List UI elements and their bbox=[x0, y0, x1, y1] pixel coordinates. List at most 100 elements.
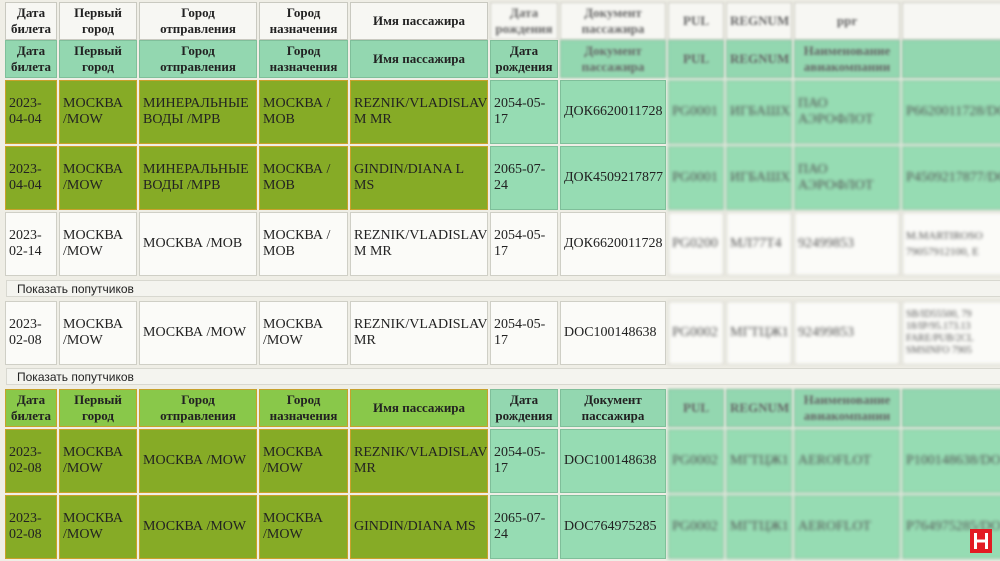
col-header-passenger-name[interactable]: Имя пассажира bbox=[350, 40, 488, 78]
cell-destination-city: МОСКВА /MOW bbox=[259, 301, 348, 365]
tickets-table-3: Дата билета Первый город Город отправлен… bbox=[3, 387, 1000, 561]
cell-destination-city: МОСКВА /MOW bbox=[259, 429, 348, 493]
cell-regnum: МГТЦЖ1 bbox=[726, 429, 792, 493]
col-header-destination-city[interactable]: Город назначения bbox=[259, 2, 348, 40]
table-row[interactable]: 2023-04-04 МОСКВА /MOW МИНЕРАЛЬНЫЕ ВОДЫ … bbox=[5, 146, 1000, 210]
cell-ticket-date: 2023-04-04 bbox=[5, 146, 57, 210]
cell-document: DOC100148638 bbox=[560, 429, 666, 493]
col-header-document[interactable]: Документ пассажира bbox=[560, 2, 666, 40]
cell-destination-city: МОСКВА / МОВ bbox=[259, 212, 348, 276]
cell-airline: AEROFLOT bbox=[794, 429, 900, 493]
col-header-document[interactable]: Документ пассажира bbox=[560, 40, 666, 78]
cell-first-city: МОСКВА /MOW bbox=[59, 429, 137, 493]
col-header-destination-city[interactable]: Город назначения bbox=[259, 389, 348, 427]
cell-ticket-date: 2023-02-08 bbox=[5, 301, 57, 365]
cell-departure-city: МОСКВА /МОВ bbox=[139, 212, 257, 276]
cell-regnum: ИГБАШХ bbox=[726, 146, 792, 210]
col-header-departure-city[interactable]: Город отправления bbox=[139, 389, 257, 427]
col-header-departure-city[interactable]: Город отправления bbox=[139, 40, 257, 78]
col-header-ppr[interactable]: ppr bbox=[794, 2, 900, 40]
cell-first-city: МОСКВА /MOW bbox=[59, 212, 137, 276]
cell-regnum: МЛ77Т4 bbox=[726, 212, 792, 276]
cell-birth-date: 2065-07-24 bbox=[490, 146, 558, 210]
cell-ticket-date: 2023-02-14 bbox=[5, 212, 57, 276]
col-header-first-city[interactable]: Первый город bbox=[59, 389, 137, 427]
show-companions-link[interactable]: Показать попутчиков bbox=[6, 280, 1000, 297]
col-header-pul[interactable]: PUL bbox=[668, 389, 724, 427]
col-header-extra[interactable] bbox=[902, 2, 1000, 40]
col-header-regnum[interactable]: REGNUM bbox=[726, 40, 792, 78]
cell-birth-date: 2054-05-17 bbox=[490, 301, 558, 365]
cell-passenger-name: REZNIK/VLADISLAV MR bbox=[350, 301, 488, 365]
cell-document: ДОК4509217877 bbox=[560, 146, 666, 210]
header-table-top: Дата билета Первый город Город отправлен… bbox=[3, 0, 1000, 42]
cell-airline: ПАО АЭРОФЛОТ bbox=[794, 146, 900, 210]
cell-pul: PG0002 bbox=[668, 301, 724, 365]
cell-departure-city: МОСКВА /MOW bbox=[139, 429, 257, 493]
cell-departure-city: МИНЕРАЛЬНЫЕ ВОДЫ /MPB bbox=[139, 80, 257, 144]
col-header-ticket-date[interactable]: Дата билета bbox=[5, 2, 57, 40]
cell-extra: Р4509217877/DO bbox=[902, 146, 1000, 210]
cell-document: DOC764975285 bbox=[560, 495, 666, 559]
col-header-regnum[interactable]: REGNUM bbox=[726, 389, 792, 427]
tickets-table-1: Дата билета Первый город Город отправлен… bbox=[3, 38, 1000, 278]
table-row[interactable]: 2023-02-08 МОСКВА /MOW МОСКВА /MOW МОСКВ… bbox=[5, 495, 1000, 559]
channel-logo-icon bbox=[970, 529, 992, 553]
cell-destination-city: МОСКВА / МОВ bbox=[259, 146, 348, 210]
cell-airline: ПАО АЭРОФЛОТ bbox=[794, 80, 900, 144]
cell-first-city: МОСКВА /MOW bbox=[59, 495, 137, 559]
table-row[interactable]: 2023-02-14 МОСКВА /MOW МОСКВА /МОВ МОСКВ… bbox=[5, 212, 1000, 276]
cell-document: ДОК6620011728 bbox=[560, 80, 666, 144]
col-header-passenger-name[interactable]: Имя пассажира bbox=[350, 389, 488, 427]
col-header-pul[interactable]: PUL bbox=[668, 2, 724, 40]
cell-pul: PG0200 bbox=[668, 212, 724, 276]
col-header-departure-city[interactable]: Город отправления bbox=[139, 2, 257, 40]
col-header-birth-date[interactable]: Дата рождения bbox=[490, 40, 558, 78]
cell-document: DOC100148638 bbox=[560, 301, 666, 365]
table-row[interactable]: 2023-02-08 МОСКВА /MOW МОСКВА /MOW МОСКВ… bbox=[5, 301, 1000, 365]
col-header-airline[interactable]: Наименование авиакомпании bbox=[794, 40, 900, 78]
col-header-ticket-date[interactable]: Дата билета bbox=[5, 40, 57, 78]
cell-departure-city: МОСКВА /MOW bbox=[139, 495, 257, 559]
col-header-pul[interactable]: PUL bbox=[668, 40, 724, 78]
col-header-birth-date[interactable]: Дата рождения bbox=[490, 2, 558, 40]
cell-document: ДОК6620011728 bbox=[560, 212, 666, 276]
cell-destination-city: МОСКВА /MOW bbox=[259, 495, 348, 559]
cell-passenger-name: REZNIK/VLADISLAV M MR bbox=[350, 80, 488, 144]
cell-extra: SB/ID55500, 79 18/IP/95.173.13 FARE/PUB/… bbox=[902, 301, 1000, 365]
col-header-first-city[interactable]: Первый город bbox=[59, 40, 137, 78]
cell-regnum: МГТЦЖ1 bbox=[726, 301, 792, 365]
col-header-ticket-date[interactable]: Дата билета bbox=[5, 389, 57, 427]
cell-first-city: МОСКВА /MOW bbox=[59, 146, 137, 210]
col-header-extra[interactable] bbox=[902, 40, 1000, 78]
col-header-destination-city[interactable]: Город назначения bbox=[259, 40, 348, 78]
col-header-first-city[interactable]: Первый город bbox=[59, 2, 137, 40]
cell-ticket-date: 2023-04-04 bbox=[5, 80, 57, 144]
cell-ticket-date: 2023-02-08 bbox=[5, 429, 57, 493]
col-header-birth-date[interactable]: Дата рождения bbox=[490, 389, 558, 427]
cell-departure-city: МОСКВА /MOW bbox=[139, 301, 257, 365]
table-row[interactable]: 2023-04-04 МОСКВА /MOW МИНЕРАЛЬНЫЕ ВОДЫ … bbox=[5, 80, 1000, 144]
col-header-regnum[interactable]: REGNUM bbox=[726, 2, 792, 40]
cell-departure-city: МИНЕРАЛЬНЫЕ ВОДЫ /MPB bbox=[139, 146, 257, 210]
table-row[interactable]: 2023-02-08 МОСКВА /MOW МОСКВА /MOW МОСКВ… bbox=[5, 429, 1000, 493]
col-header-airline[interactable]: Наименование авиакомпании bbox=[794, 389, 900, 427]
tickets-table-2: 2023-02-08 МОСКВА /MOW МОСКВА /MOW МОСКВ… bbox=[3, 299, 1000, 367]
cell-pul: PG0002 bbox=[668, 429, 724, 493]
cell-ticket-date: 2023-02-08 bbox=[5, 495, 57, 559]
cell-first-city: МОСКВА /MOW bbox=[59, 80, 137, 144]
cell-extra: Р6620011728/DO bbox=[902, 80, 1000, 144]
cell-ppr: 92499853 bbox=[794, 301, 900, 365]
show-companions-link[interactable]: Показать попутчиков bbox=[6, 368, 1000, 385]
cell-airline: AEROFLOT bbox=[794, 495, 900, 559]
cell-passenger-name: REZNIK/VLADISLAV M MR bbox=[350, 212, 488, 276]
cell-first-city: МОСКВА /MOW bbox=[59, 301, 137, 365]
col-header-document[interactable]: Документ пассажира bbox=[560, 389, 666, 427]
cell-pul: PG0001 bbox=[668, 146, 724, 210]
col-header-extra[interactable] bbox=[902, 389, 1000, 427]
cell-birth-date: 2054-05-17 bbox=[490, 429, 558, 493]
col-header-passenger-name[interactable]: Имя пассажира bbox=[350, 2, 488, 40]
cell-birth-date: 2054-05-17 bbox=[490, 80, 558, 144]
cell-birth-date: 2054-05-17 bbox=[490, 212, 558, 276]
cell-passenger-name: GINDIN/DIANA L MS bbox=[350, 146, 488, 210]
